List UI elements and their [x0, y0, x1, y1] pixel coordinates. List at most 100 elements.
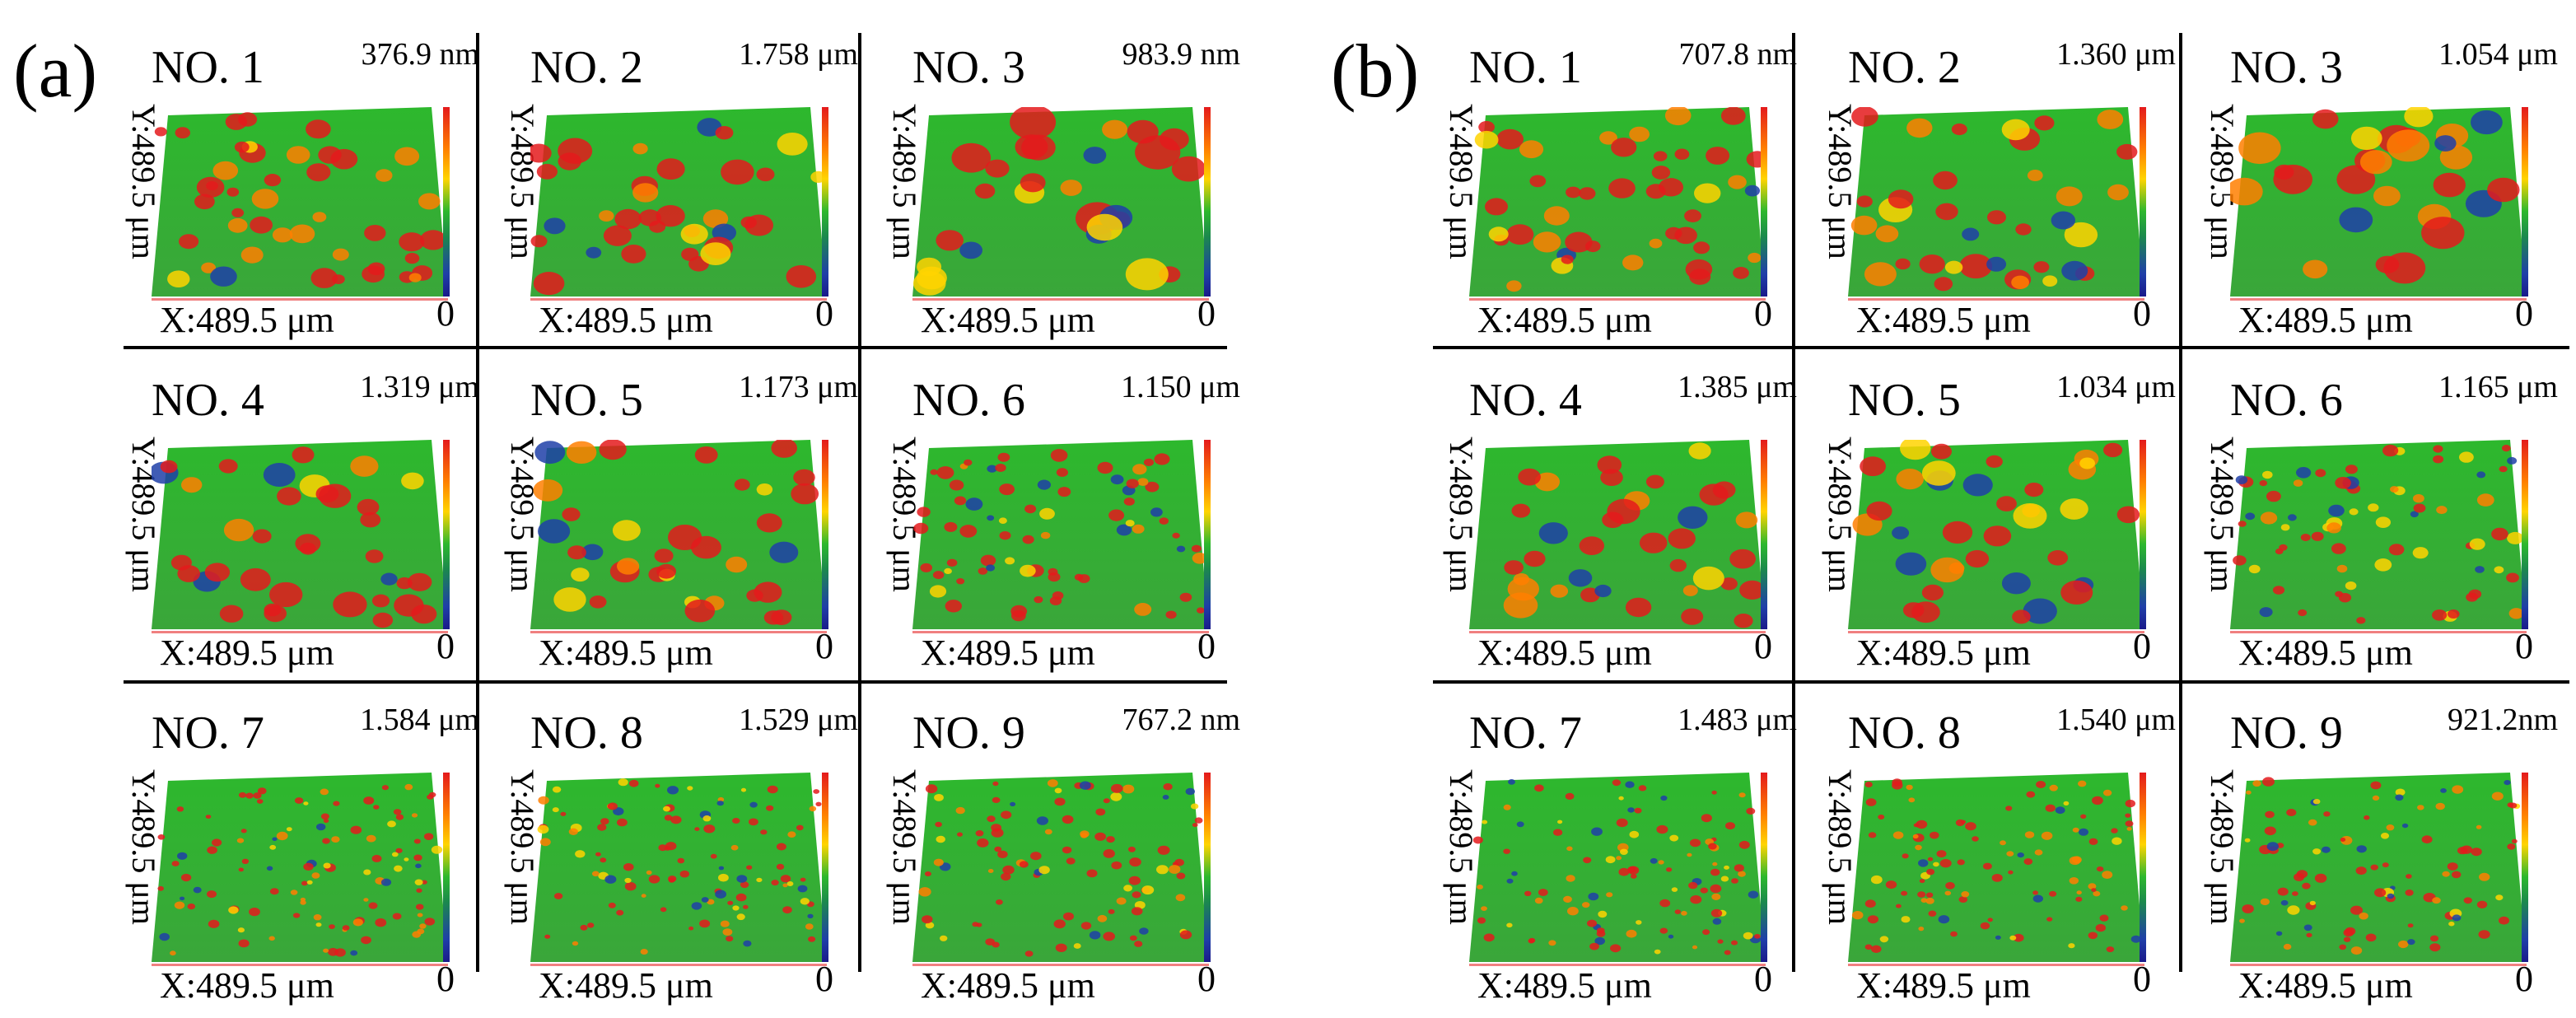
3d-surface-map	[1848, 773, 2144, 962]
x-axis-ruler	[530, 298, 827, 301]
x-axis-label: X:489.5 μm	[921, 633, 1095, 673]
colorbar-zero-label: 0	[815, 626, 833, 666]
sample-cell: NO. 7 1.584 μm Y:489.5 μm 0 X:489.5 μm	[107, 690, 486, 1013]
3d-surface-map	[530, 107, 827, 297]
sample-cell: NO. 3 1.054 μm Y:489.5 μm 0 X:489.5 μm	[2186, 25, 2564, 348]
panel-a-label: (a)	[13, 29, 98, 113]
sample-cell: NO. 4 1.385 μm Y:489.5 μm 0 X:489.5 μm	[1425, 357, 1804, 680]
sample-cell: NO. 6 1.150 μm Y:489.5 μm 0 X:489.5 μm	[868, 357, 1247, 680]
3d-surface-map	[1848, 440, 2144, 629]
x-axis-label: X:489.5 μm	[1856, 965, 2031, 1006]
colorbar-zero-label: 0	[2515, 626, 2533, 666]
3d-surface-map	[2230, 773, 2527, 962]
x-axis-ruler	[1469, 298, 1766, 301]
height-max-label: 1.758 μm	[739, 37, 858, 72]
sample-cell: NO. 5 1.034 μm Y:489.5 μm 0 X:489.5 μm	[1804, 357, 2182, 680]
3d-surface-map	[2230, 440, 2527, 629]
height-max-label: 1.034 μm	[2056, 370, 2176, 404]
3d-surface-map	[152, 107, 448, 297]
3d-surface-map	[912, 440, 1209, 629]
height-colorbar	[1761, 773, 1767, 962]
x-axis-label: X:489.5 μm	[1477, 965, 1652, 1006]
x-axis-ruler	[912, 964, 1209, 966]
x-axis-ruler	[912, 631, 1209, 633]
3d-surface-map	[530, 773, 827, 962]
x-axis-label: X:489.5 μm	[539, 300, 713, 340]
sample-number: NO. 9	[2230, 707, 2343, 759]
x-axis-ruler	[152, 631, 448, 633]
height-max-label: 983.9 nm	[1122, 37, 1240, 72]
colorbar-zero-label: 0	[1197, 293, 1216, 334]
x-axis-label: X:489.5 μm	[2238, 633, 2413, 673]
height-colorbar	[1204, 773, 1211, 962]
sample-number: NO. 7	[1469, 707, 1582, 759]
x-axis-ruler	[530, 631, 827, 633]
x-axis-label: X:489.5 μm	[921, 965, 1095, 1006]
height-colorbar	[443, 107, 450, 297]
height-colorbar	[822, 440, 828, 629]
height-max-label: 1.483 μm	[1678, 703, 1797, 737]
height-colorbar	[2140, 773, 2146, 962]
3d-surface-map	[2230, 107, 2527, 297]
colorbar-zero-label: 0	[1754, 293, 1772, 334]
x-axis-label: X:489.5 μm	[1477, 633, 1652, 673]
x-axis-ruler	[2230, 298, 2527, 301]
panel-a: (a) NO. 1 376.9 nm Y:489.5 μm 0 X:489.5 μm NO…	[0, 0, 1240, 1018]
height-max-label: 1.150 μm	[1121, 370, 1240, 404]
sample-number: NO. 1	[1469, 42, 1582, 93]
sample-number: NO. 3	[2230, 42, 2343, 93]
colorbar-zero-label: 0	[815, 293, 833, 334]
height-max-label: 707.8 nm	[1678, 37, 1797, 72]
height-max-label: 1.584 μm	[360, 703, 479, 737]
height-colorbar	[1761, 107, 1767, 297]
sample-number: NO. 6	[2230, 375, 2343, 426]
panel-b-vertical-divider-1	[1792, 33, 1795, 972]
x-axis-label: X:489.5 μm	[2238, 965, 2413, 1006]
sample-cell: NO. 2 1.758 μm Y:489.5 μm 0 X:489.5 μm	[486, 25, 865, 348]
height-colorbar	[2522, 107, 2528, 297]
colorbar-zero-label: 0	[1754, 959, 1772, 999]
height-max-label: 767.2 nm	[1122, 703, 1240, 737]
x-axis-label: X:489.5 μm	[1856, 633, 2031, 673]
sample-cell: NO. 7 1.483 μm Y:489.5 μm 0 X:489.5 μm	[1425, 690, 1804, 1013]
sample-cell: NO. 5 1.173 μm Y:489.5 μm 0 X:489.5 μm	[486, 357, 865, 680]
sample-number: NO. 4	[152, 375, 264, 426]
sample-number: NO. 2	[1848, 42, 1961, 93]
x-axis-ruler	[152, 298, 448, 301]
sample-cell: NO. 8 1.529 μm Y:489.5 μm 0 X:489.5 μm	[486, 690, 865, 1013]
sample-cell: NO. 3 983.9 nm Y:489.5 μm 0 X:489.5 μm	[868, 25, 1247, 348]
height-max-label: 1.385 μm	[1678, 370, 1797, 404]
panel-a-vertical-divider-1	[476, 33, 479, 972]
x-axis-ruler	[1848, 964, 2144, 966]
height-colorbar	[1204, 107, 1211, 297]
height-colorbar	[2522, 773, 2528, 962]
x-axis-ruler	[1469, 964, 1766, 966]
panel-b-label: (b)	[1331, 29, 1420, 113]
height-max-label: 1.054 μm	[2438, 37, 2558, 72]
3d-surface-map	[912, 107, 1209, 297]
sample-cell: NO. 6 1.165 μm Y:489.5 μm 0 X:489.5 μm	[2186, 357, 2564, 680]
3d-surface-map	[912, 773, 1209, 962]
panel-a-horizontal-divider-2	[124, 680, 1227, 684]
sample-number: NO. 6	[912, 375, 1025, 426]
height-colorbar	[2140, 107, 2146, 297]
x-axis-label: X:489.5 μm	[160, 633, 334, 673]
colorbar-zero-label: 0	[1754, 626, 1772, 666]
x-axis-label: X:489.5 μm	[539, 965, 713, 1006]
sample-cell: NO. 8 1.540 μm Y:489.5 μm 0 X:489.5 μm	[1804, 690, 2182, 1013]
colorbar-zero-label: 0	[2133, 959, 2151, 999]
sample-number: NO. 2	[530, 42, 643, 93]
height-colorbar	[1204, 440, 1211, 629]
panel-a-vertical-divider-2	[858, 33, 861, 972]
colorbar-zero-label: 0	[2133, 626, 2151, 666]
sample-number: NO. 5	[1848, 375, 1961, 426]
3d-surface-map	[1469, 773, 1766, 962]
height-colorbar	[443, 440, 450, 629]
x-axis-ruler	[2230, 631, 2527, 633]
height-colorbar	[822, 773, 828, 962]
height-max-label: 1.319 μm	[360, 370, 479, 404]
sample-number: NO. 4	[1469, 375, 1582, 426]
panel-b-horizontal-divider-2	[1433, 680, 2569, 684]
x-axis-label: X:489.5 μm	[539, 633, 713, 673]
sample-cell: NO. 9 921.2nm Y:489.5 μm 0 X:489.5 μm	[2186, 690, 2564, 1013]
